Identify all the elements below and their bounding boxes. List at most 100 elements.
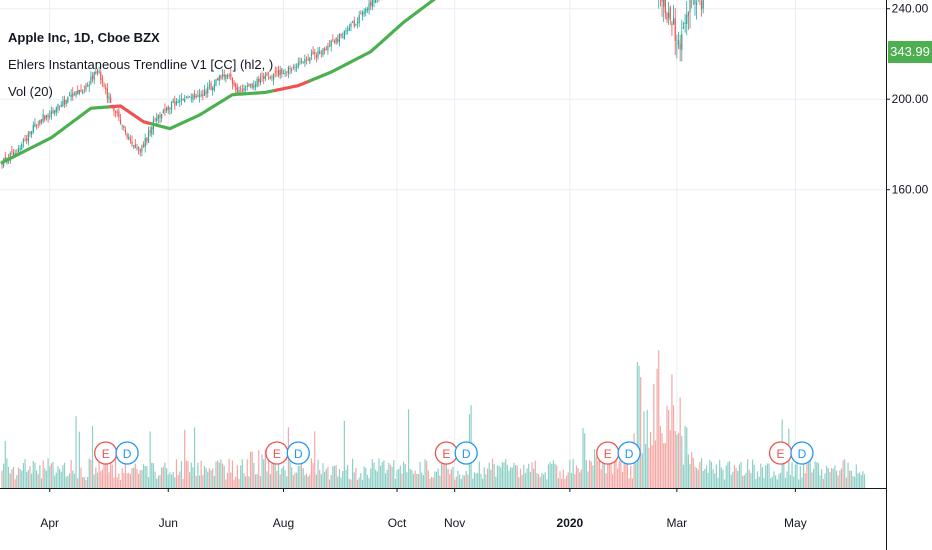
dividend-marker: D — [790, 441, 814, 465]
volume-bar — [407, 409, 410, 488]
volume-bar — [501, 462, 503, 488]
volume-bar — [409, 468, 411, 488]
candle — [697, 0, 699, 3]
volume-bar — [577, 468, 579, 488]
volume-bar — [86, 476, 89, 488]
candle — [136, 143, 138, 151]
volume-bar — [692, 457, 694, 488]
volume-bar — [455, 476, 457, 488]
volume-bar — [654, 440, 657, 488]
volume-bar — [696, 468, 698, 488]
volume-bar — [669, 430, 671, 488]
candle — [228, 72, 230, 79]
volume-bar — [141, 469, 143, 488]
volume-bar — [498, 465, 500, 488]
candle-body — [59, 105, 61, 107]
volume-bar — [6, 458, 8, 488]
volume-bar — [712, 469, 714, 488]
volume-bar — [572, 458, 574, 488]
volume-bar — [424, 459, 426, 488]
candle-body — [1, 164, 3, 165]
legend-symbol[interactable]: Apple Inc, 1D, Cboe BZX — [8, 30, 160, 45]
volume-bar — [449, 474, 451, 488]
candle — [342, 32, 344, 39]
legend-volume[interactable]: Vol (20) — [8, 84, 53, 99]
candle-body — [676, 43, 678, 45]
candle-body — [217, 78, 219, 81]
volume-bar — [521, 475, 523, 488]
volume-bar — [564, 479, 566, 488]
candle-body — [154, 119, 156, 121]
candle-body — [243, 88, 245, 91]
candle — [356, 17, 359, 29]
candle — [96, 68, 99, 76]
volume-bar — [268, 454, 270, 488]
volume-bar — [495, 476, 497, 488]
volume-bar — [215, 461, 217, 488]
candle — [243, 84, 245, 93]
dividend-marker: D — [115, 441, 139, 465]
volume-bar — [840, 468, 843, 488]
candle — [340, 33, 342, 39]
volume-bar — [9, 473, 11, 488]
candle — [138, 146, 140, 155]
volume-bar — [195, 475, 197, 488]
candle — [671, 20, 673, 36]
volume-bar — [254, 474, 257, 488]
candle — [666, 11, 668, 24]
candle — [67, 96, 69, 104]
volume-bar — [551, 463, 553, 488]
volume-bar — [556, 465, 558, 488]
volume-bar — [595, 456, 597, 488]
candle-body — [141, 146, 143, 152]
candle-body — [131, 141, 133, 145]
candle — [121, 124, 123, 130]
candle — [251, 82, 253, 90]
volume-bar — [702, 470, 704, 488]
candle — [133, 145, 135, 150]
legend-indicator[interactable]: Ehlers Instantaneous Trendline V1 [CC] (… — [8, 57, 274, 72]
candle — [305, 56, 308, 65]
volume-bar — [661, 433, 663, 488]
candle-body — [360, 13, 362, 15]
candle-body — [292, 67, 294, 68]
candle — [264, 71, 266, 82]
candle — [60, 101, 62, 108]
volume-bar — [1, 470, 3, 488]
candle-body — [52, 110, 54, 114]
volume-bar — [463, 475, 466, 488]
volume-bar — [799, 465, 801, 488]
volume-bar — [569, 459, 571, 488]
candle-body — [355, 24, 357, 26]
volume-bar — [580, 469, 582, 488]
volume-bar — [32, 460, 34, 488]
candle-body — [327, 46, 329, 51]
volume-bar — [697, 469, 699, 488]
volume-bar — [845, 477, 847, 488]
candle-body — [236, 87, 238, 94]
volume-bar — [302, 468, 304, 488]
candle-body — [263, 76, 265, 79]
volume-bar — [539, 477, 541, 488]
volume-bar — [819, 475, 821, 488]
volume-bar — [725, 465, 727, 488]
volume-bar — [855, 464, 857, 488]
candle — [21, 141, 23, 151]
candle — [210, 80, 212, 91]
candle-body — [139, 149, 141, 153]
candle-body — [37, 124, 39, 125]
volume-bar — [103, 460, 105, 488]
candle-body — [27, 133, 29, 142]
candle — [261, 71, 263, 82]
candle — [203, 85, 206, 96]
candle — [129, 134, 131, 144]
candle-body — [187, 96, 189, 99]
volume-bar — [126, 473, 128, 488]
candle — [124, 126, 127, 136]
volume-bar — [363, 466, 365, 488]
volume-bar — [236, 465, 238, 488]
candle-body — [365, 8, 367, 13]
volume-bar — [467, 474, 469, 488]
